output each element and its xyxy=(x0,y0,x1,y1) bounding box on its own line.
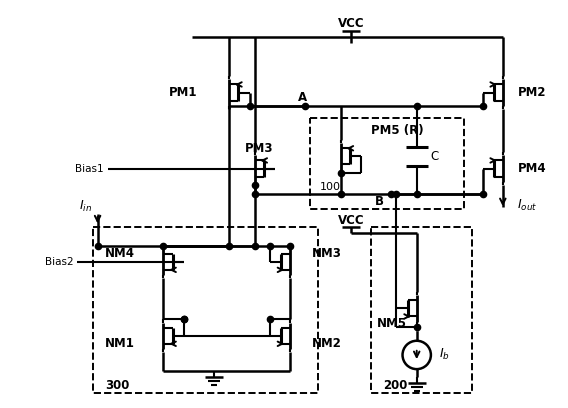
Bar xyxy=(371,227,473,393)
Text: $I_{out}$: $I_{out}$ xyxy=(517,197,537,213)
Bar xyxy=(93,227,319,393)
Bar xyxy=(310,118,464,209)
Text: PM2: PM2 xyxy=(518,86,546,99)
Text: PM5 (R): PM5 (R) xyxy=(371,124,424,137)
Text: Bias2: Bias2 xyxy=(45,257,73,267)
Text: NM2: NM2 xyxy=(312,337,343,350)
Text: PM1: PM1 xyxy=(168,86,197,99)
Text: C: C xyxy=(431,150,439,163)
Text: NM5: NM5 xyxy=(377,317,407,330)
Text: 200: 200 xyxy=(383,379,408,392)
Text: NM1: NM1 xyxy=(105,337,135,350)
Text: NM3: NM3 xyxy=(312,247,343,260)
Text: PM3: PM3 xyxy=(244,142,273,155)
Text: $I_b$: $I_b$ xyxy=(439,347,450,362)
Text: A: A xyxy=(298,91,307,104)
Text: NM4: NM4 xyxy=(105,247,135,260)
Text: Bias1: Bias1 xyxy=(75,164,104,173)
Text: $I_{in}$: $I_{in}$ xyxy=(80,198,93,213)
Text: 300: 300 xyxy=(105,379,129,392)
Text: PM4: PM4 xyxy=(518,162,546,175)
Text: 100: 100 xyxy=(320,182,341,192)
Text: VCC: VCC xyxy=(337,214,364,227)
Text: VCC: VCC xyxy=(337,17,364,30)
Text: B: B xyxy=(375,195,384,208)
